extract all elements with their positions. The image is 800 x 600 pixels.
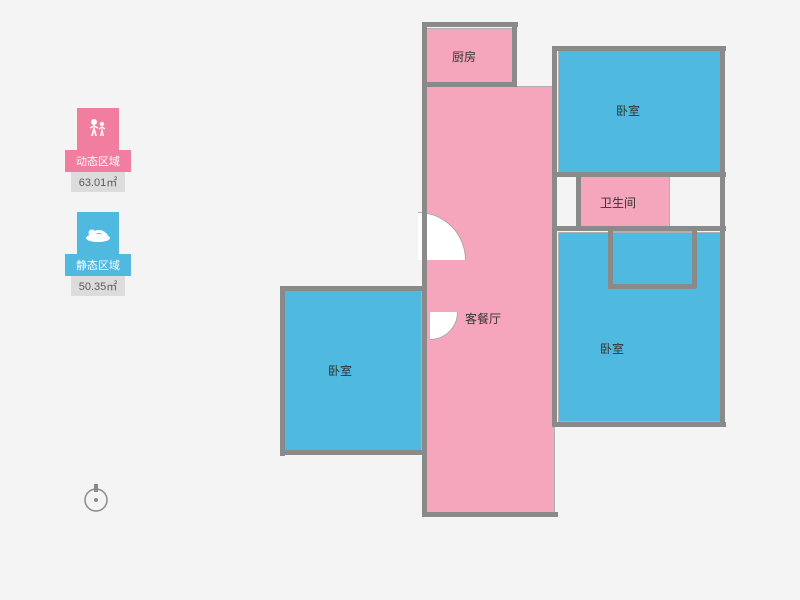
compass-icon bbox=[78, 480, 114, 521]
wall-13 bbox=[280, 286, 426, 291]
wall-4 bbox=[425, 82, 517, 87]
room-label-bath1: 卫生间 bbox=[600, 194, 636, 211]
legend-static-label: 静态区域 bbox=[65, 254, 131, 276]
wall-15 bbox=[280, 450, 426, 455]
wall-6 bbox=[720, 46, 725, 426]
wall-1 bbox=[552, 46, 557, 426]
legend-dynamic-label: 动态区域 bbox=[65, 150, 131, 172]
people-icon bbox=[77, 108, 119, 150]
legend: 动态区域 63.01㎡ 静态区域 50.35㎡ bbox=[65, 108, 131, 316]
legend-dynamic: 动态区域 63.01㎡ bbox=[65, 108, 131, 192]
wall-14 bbox=[280, 286, 285, 456]
legend-static-value: 50.35㎡ bbox=[71, 276, 125, 296]
legend-dynamic-value: 63.01㎡ bbox=[71, 172, 125, 192]
wall-12 bbox=[552, 422, 726, 427]
room-label-bed_se: 卧室 bbox=[600, 340, 624, 357]
legend-static: 静态区域 50.35㎡ bbox=[65, 212, 131, 296]
sleep-icon bbox=[77, 212, 119, 254]
wall-5 bbox=[552, 46, 726, 51]
wall-9 bbox=[608, 226, 613, 288]
wall-16 bbox=[422, 512, 558, 517]
room-label-bed_sw: 卧室 bbox=[328, 362, 352, 379]
room-living bbox=[425, 86, 555, 516]
wall-10 bbox=[608, 284, 696, 289]
room-label-living: 客餐厅 bbox=[465, 310, 501, 327]
wall-2 bbox=[422, 22, 518, 27]
room-bed_se bbox=[558, 232, 722, 422]
wall-17 bbox=[576, 172, 581, 230]
room-label-bed_ne: 卧室 bbox=[616, 102, 640, 119]
room-label-kitchen: 厨房 bbox=[452, 48, 476, 65]
wall-11 bbox=[692, 226, 697, 288]
floorplan: 厨房客餐厅卫生间卧室卫生间卧室卧室 bbox=[280, 22, 740, 552]
wall-0 bbox=[422, 22, 427, 517]
wall-3 bbox=[512, 22, 517, 86]
